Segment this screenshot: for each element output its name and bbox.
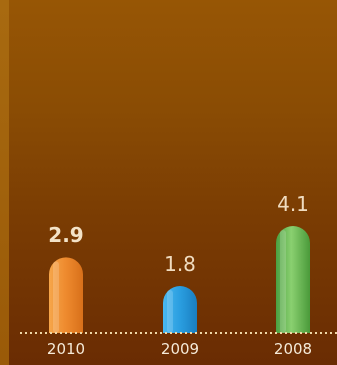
left-edge-strip [0,0,9,365]
value-label-2010: 2.9 [48,223,84,248]
bar-2009 [163,286,197,333]
category-label-2009: 2009 [160,340,200,358]
bar-sheen-2010 [53,261,59,333]
value-label-2009: 1.8 [164,252,196,277]
value-label-2008: 4.1 [277,192,309,217]
bar-sheen-2009 [167,290,173,333]
category-label-2010: 2010 [46,340,86,358]
bar-2010 [49,257,83,333]
bar-2008 [276,226,310,333]
category-label-2008: 2008 [273,340,313,358]
bar-sheen-2008 [280,230,286,333]
